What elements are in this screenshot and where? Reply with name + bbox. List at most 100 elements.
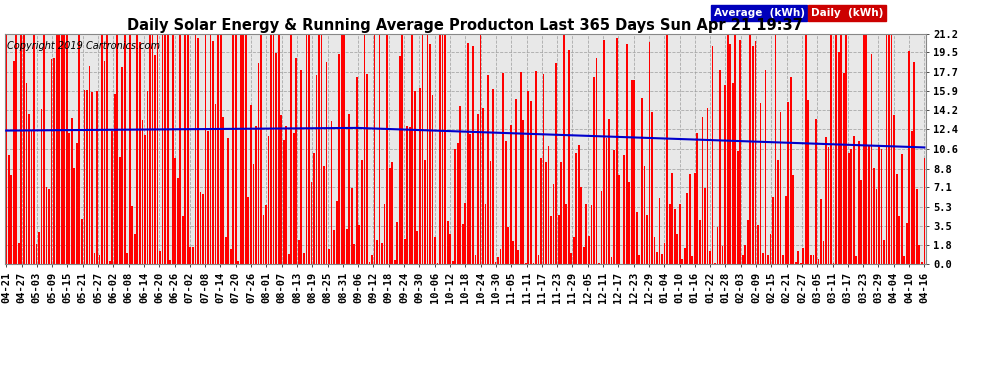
Bar (697, 133, 698, 264)
Bar (116, 34, 118, 264)
Bar (780, 112, 781, 264)
Bar (384, 204, 385, 264)
Bar (313, 153, 315, 264)
Bar (919, 245, 921, 264)
Bar (818, 259, 820, 264)
Bar (5, 34, 7, 264)
Bar (233, 34, 234, 264)
Bar (94, 253, 95, 264)
Bar (361, 160, 362, 264)
Bar (583, 247, 585, 264)
Bar (742, 255, 743, 264)
Bar (205, 34, 206, 264)
Bar (603, 40, 605, 264)
Bar (671, 173, 673, 264)
Bar (215, 104, 217, 264)
Bar (691, 256, 693, 264)
Bar (326, 62, 328, 264)
Bar (336, 201, 338, 264)
Bar (200, 192, 201, 264)
Bar (240, 34, 242, 264)
Text: Daily  (kWh): Daily (kWh) (811, 8, 883, 18)
Bar (775, 34, 776, 264)
Bar (334, 230, 335, 264)
Bar (686, 193, 688, 264)
Bar (275, 53, 277, 264)
Bar (76, 143, 78, 264)
Bar (588, 236, 590, 264)
Bar (283, 140, 284, 264)
Bar (474, 255, 476, 264)
Bar (479, 34, 481, 264)
Bar (764, 70, 766, 264)
Bar (272, 34, 274, 264)
Bar (132, 206, 134, 264)
Bar (399, 56, 401, 264)
Bar (596, 58, 597, 264)
Bar (298, 240, 300, 264)
Bar (373, 34, 375, 264)
Bar (732, 83, 734, 264)
Bar (858, 141, 859, 264)
Bar (262, 214, 264, 264)
Bar (446, 221, 448, 264)
Bar (228, 138, 229, 264)
Bar (378, 34, 380, 264)
Bar (16, 34, 17, 264)
Bar (611, 256, 613, 264)
Bar (487, 75, 489, 264)
Bar (825, 137, 827, 264)
Bar (104, 61, 106, 264)
Bar (608, 119, 610, 264)
Bar (109, 261, 111, 264)
Bar (207, 131, 209, 264)
Bar (648, 42, 650, 264)
Bar (127, 253, 128, 264)
Bar (134, 234, 136, 264)
Bar (855, 256, 857, 264)
Bar (636, 211, 638, 264)
Bar (767, 255, 769, 264)
Bar (658, 198, 660, 264)
Bar (634, 80, 636, 264)
Bar (845, 34, 847, 264)
Bar (21, 34, 22, 264)
Bar (868, 145, 870, 264)
Bar (449, 234, 451, 264)
Bar (714, 263, 716, 264)
Bar (252, 164, 254, 264)
Bar (238, 261, 240, 264)
Bar (467, 43, 468, 264)
Bar (293, 134, 295, 264)
Bar (528, 91, 530, 264)
Bar (265, 206, 267, 264)
Bar (656, 252, 658, 264)
Bar (363, 34, 365, 264)
Bar (870, 54, 872, 264)
Bar (722, 246, 724, 264)
Bar (500, 249, 502, 264)
Bar (172, 34, 173, 264)
Bar (288, 255, 290, 264)
Bar (619, 175, 620, 264)
Bar (184, 34, 186, 264)
Bar (888, 34, 890, 264)
Bar (44, 34, 45, 264)
Bar (50, 59, 52, 264)
Bar (653, 237, 655, 264)
Bar (36, 244, 38, 264)
Bar (624, 155, 625, 264)
Bar (23, 34, 25, 264)
Bar (513, 241, 514, 264)
Bar (836, 34, 837, 264)
Bar (91, 92, 93, 264)
Bar (285, 126, 287, 264)
Bar (344, 34, 346, 264)
Bar (46, 187, 48, 264)
Bar (381, 243, 383, 264)
Bar (709, 251, 711, 264)
Bar (407, 126, 408, 264)
Bar (223, 117, 224, 264)
Bar (598, 263, 600, 264)
Bar (560, 162, 562, 264)
